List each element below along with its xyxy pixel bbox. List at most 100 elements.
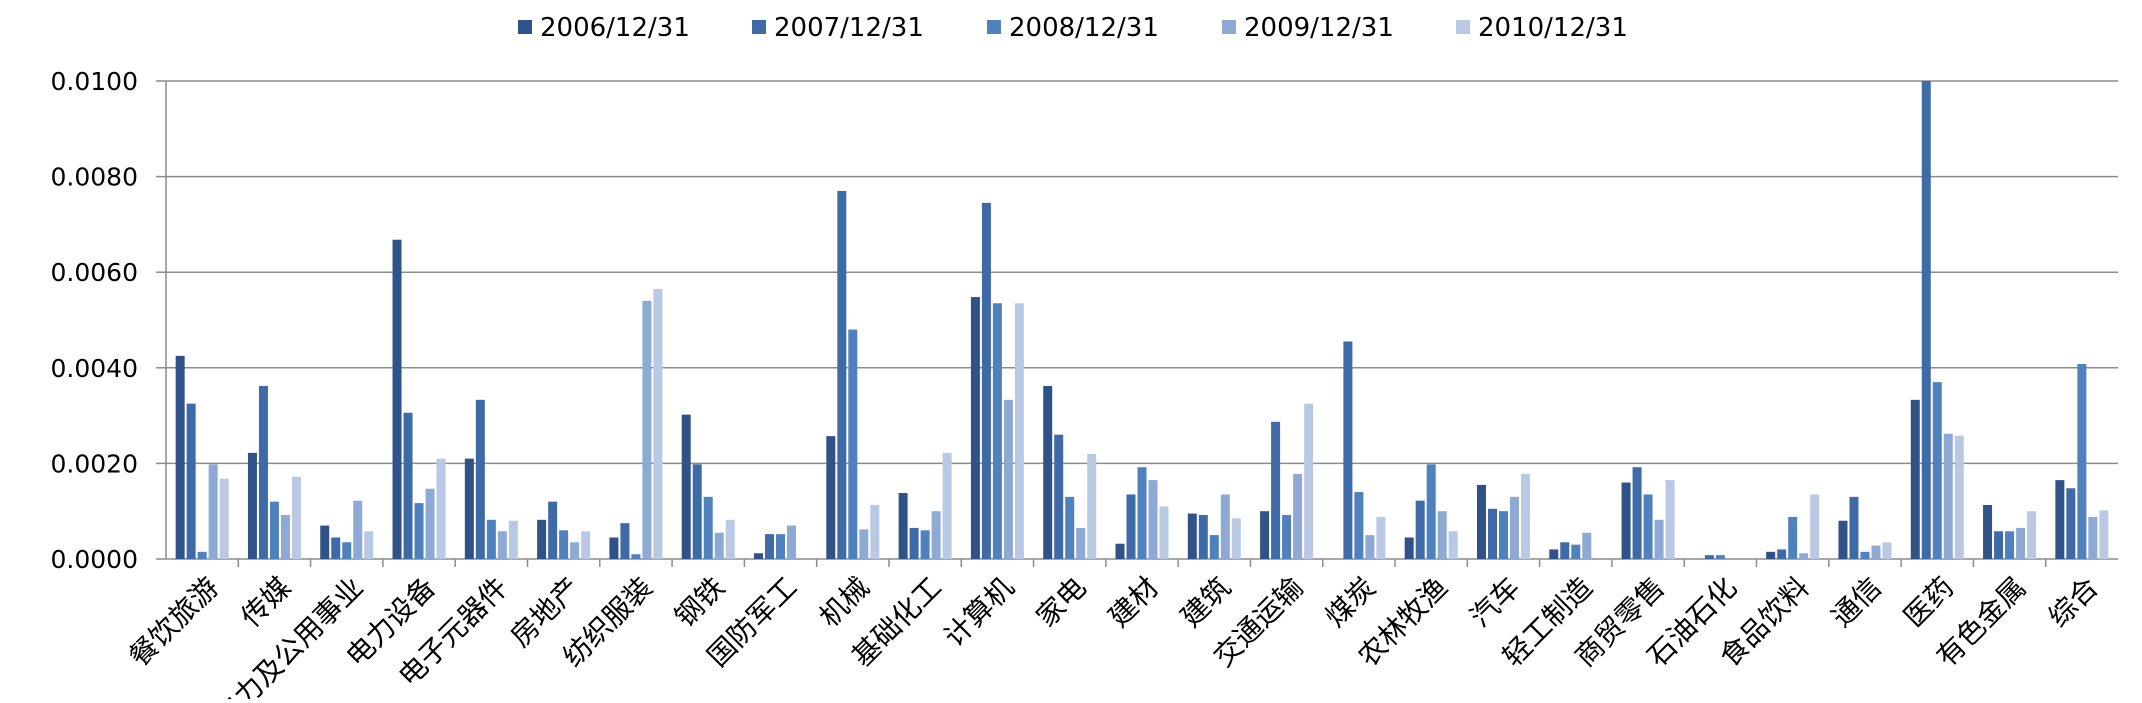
x-category-label: 煤炭	[1319, 571, 1382, 634]
bar	[497, 531, 507, 559]
bar	[1448, 531, 1458, 559]
bar	[714, 532, 724, 559]
bar	[331, 537, 341, 559]
bar	[1788, 516, 1798, 559]
bar	[508, 520, 518, 559]
bar	[2055, 480, 2065, 559]
y-tick-label: 0.0000	[51, 545, 138, 574]
bar	[898, 493, 908, 559]
bar	[703, 496, 713, 559]
bar	[436, 458, 446, 559]
bar	[1148, 480, 1158, 559]
bar	[537, 519, 547, 559]
bar	[219, 478, 229, 559]
bar	[342, 542, 352, 559]
bar	[1282, 515, 1292, 559]
bar	[1426, 464, 1436, 559]
bar	[1654, 519, 1664, 559]
bar	[353, 500, 363, 559]
bar	[1704, 555, 1714, 559]
bar	[1065, 496, 1075, 559]
bar	[942, 452, 952, 559]
bar	[1198, 515, 1208, 559]
x-category-label: 传媒	[234, 571, 297, 634]
bar	[970, 297, 980, 559]
x-category-label: 医药	[1897, 571, 1960, 634]
bar	[620, 523, 630, 559]
bar	[1954, 435, 1964, 559]
bar	[1871, 545, 1881, 559]
bar	[870, 504, 880, 559]
bar	[837, 190, 847, 559]
bar	[1126, 494, 1136, 559]
bar	[653, 288, 663, 559]
bar	[280, 515, 290, 559]
bar	[631, 554, 641, 559]
legend-swatch	[1456, 20, 1470, 34]
bar	[931, 511, 941, 559]
bar	[464, 458, 474, 559]
bar	[1983, 504, 1993, 559]
bar	[1343, 341, 1353, 559]
legend-swatch	[1222, 20, 1236, 34]
bar	[1560, 542, 1570, 559]
bar	[920, 530, 930, 559]
bar	[1766, 551, 1776, 559]
bar	[609, 537, 619, 559]
bar	[1354, 492, 1364, 559]
legend-swatch	[987, 20, 1001, 34]
y-tick-label: 0.0040	[51, 354, 138, 383]
bar	[681, 414, 691, 559]
bar	[1799, 553, 1809, 559]
bar	[1003, 399, 1013, 559]
legend-swatch	[518, 20, 532, 34]
bar	[414, 503, 424, 559]
bar	[1549, 549, 1559, 559]
bar	[1209, 535, 1219, 559]
bar	[1043, 385, 1053, 559]
bar	[1415, 500, 1425, 559]
legend-label: 2008/12/31	[1009, 13, 1159, 43]
bar	[2099, 510, 2109, 559]
bar	[1882, 542, 1892, 559]
bar	[1260, 511, 1270, 559]
bar	[208, 464, 218, 559]
bar	[1137, 467, 1147, 559]
y-tick-label: 0.0020	[51, 449, 138, 478]
bar	[1187, 513, 1197, 559]
x-category-label: 建材	[1102, 571, 1165, 634]
bar	[1777, 549, 1787, 559]
x-category-label: 家电	[1030, 571, 1093, 634]
bar	[581, 531, 591, 559]
bar	[754, 553, 764, 559]
bar	[175, 355, 185, 559]
bar	[2016, 527, 2026, 559]
bar	[320, 525, 330, 559]
bar	[1014, 303, 1024, 559]
x-category-label: 餐饮旅游	[123, 571, 226, 674]
bar	[981, 202, 991, 559]
x-category-label: 通信	[1825, 571, 1888, 634]
bar	[559, 530, 569, 559]
bar	[1582, 532, 1592, 559]
bar	[1231, 518, 1241, 559]
bar	[1994, 531, 2004, 559]
bar	[859, 529, 869, 559]
bar	[1404, 537, 1414, 559]
x-category-label: 汽车	[1463, 571, 1526, 634]
bar	[1159, 506, 1169, 559]
bar	[2077, 363, 2087, 559]
bar	[787, 525, 797, 559]
bar	[1365, 535, 1375, 559]
bar	[765, 534, 775, 559]
bar	[1293, 473, 1303, 559]
bar	[1487, 508, 1497, 559]
bar	[1509, 496, 1519, 559]
legend-label: 2010/12/31	[1478, 13, 1628, 43]
bar	[2066, 488, 2076, 559]
bar	[548, 501, 558, 559]
bar	[1921, 81, 1931, 559]
bar	[1087, 453, 1097, 559]
x-category-label: 计算机	[938, 571, 1021, 654]
